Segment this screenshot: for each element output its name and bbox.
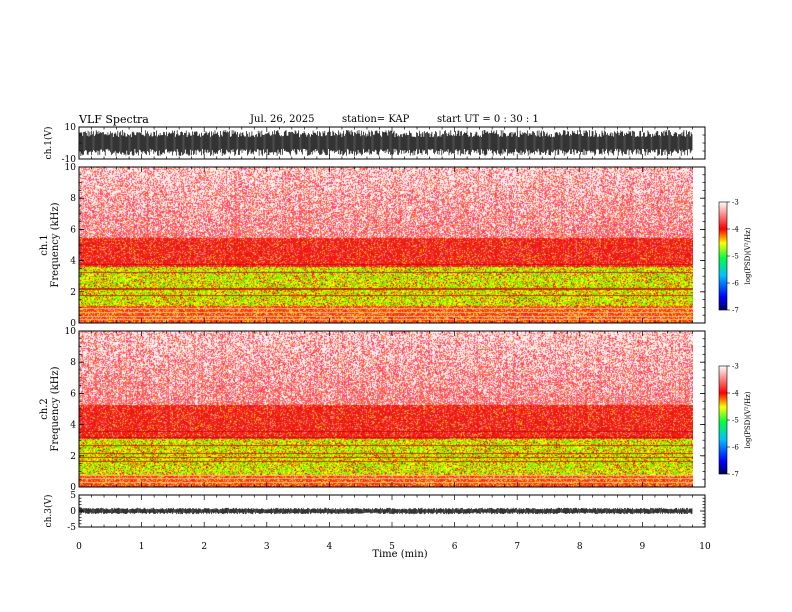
x-tick-label: 1	[139, 542, 145, 552]
ch1-colorbar-tick-label: -7	[732, 307, 739, 315]
ch2-frequency-label: Frequency (kHz)	[50, 366, 61, 451]
ch1-ytick-label: -10	[62, 155, 77, 165]
ch2-spec-ytick-label: 2	[70, 452, 76, 462]
ch3-trace-line	[79, 507, 693, 515]
ch1-spectrogram-image	[79, 167, 693, 323]
ch1-ylabel: ch.1(V)	[43, 127, 54, 160]
ch1-spec-ytick-label: 2	[70, 288, 76, 298]
ch2-colorbar: -3 -4 -5 -6 -7 log(PSD)(V²/Hz)	[718, 363, 752, 479]
ch2-colorbar-label: log(PSD)(V²/Hz)	[744, 391, 752, 448]
ch3-ytick-label: -5	[67, 523, 76, 533]
ch1-trace-line	[79, 130, 693, 156]
ch2-spec-ytick-label: 4	[70, 421, 76, 431]
ch1-spec-ytick-label: 6	[70, 225, 76, 235]
ch2-spec-ytick-label: 6	[70, 389, 76, 399]
x-axis-label: Time (min)	[372, 549, 427, 560]
ch1-colorbar-tick-label: -3	[732, 199, 739, 207]
ch2-spec-ytick-label: 8	[70, 358, 76, 368]
ch2-spec-axis-ticks: 0 2 4 6 8 10	[65, 327, 706, 493]
ch3-trace	[79, 507, 693, 515]
ch3-ytick-label: 0	[70, 507, 76, 517]
x-tick-label: 3	[264, 542, 270, 552]
ch2-colorbar-tick-label: -4	[732, 390, 739, 398]
ch2-colorbar-ticks: -3 -4 -5 -6 -7	[727, 363, 739, 479]
ch1-colorbar-ticks: -3 -4 -5 -6 -7	[727, 199, 739, 315]
figure-title: VLF Spectra	[79, 113, 149, 126]
ch1-axis-ticks: 10 -10	[62, 123, 706, 165]
ch1-spec-ytick-label: 10	[65, 163, 77, 173]
ch1-colorbar-label: log(PSD)(V²/Hz)	[744, 227, 752, 284]
ch3-ylabel: ch.3(V)	[43, 495, 54, 528]
ch2-spectrogram-image	[79, 331, 693, 487]
ch3-axis-ticks: 50-50 1 2 3 4 5 6 7 8 9 10	[67, 491, 711, 552]
ch1-colorbar-tick-label: -5	[732, 253, 739, 261]
ch2-spec-ytick-label: 0	[70, 483, 76, 493]
x-tick-label: 7	[514, 542, 520, 552]
ch2-channel-label: ch.2	[39, 398, 50, 420]
x-tick-label: 0	[76, 542, 82, 552]
ch1-colorbar-tick-label: -4	[732, 226, 739, 234]
ch1-trace	[79, 130, 693, 156]
x-tick-label: 5	[389, 542, 395, 552]
x-tick-label: 2	[201, 542, 207, 552]
ch1-waveform-panel: 10 -10 ch.1(V)	[43, 123, 706, 165]
ch1-spec-ytick-label: 8	[70, 194, 76, 204]
x-tick-label: 9	[640, 542, 646, 552]
x-tick-label: 10	[699, 542, 711, 552]
ch1-ytick-label: 10	[65, 123, 77, 133]
ch1-colorbar-tick-label: -6	[732, 280, 739, 288]
ch2-spec-ytick-label: 10	[65, 327, 77, 337]
ch3-ytick-label: 5	[70, 491, 76, 501]
x-tick-label: 4	[327, 542, 333, 552]
date-label: Jul. 26, 2025	[250, 114, 315, 125]
x-tick-label: 6	[452, 542, 458, 552]
ch2-colorbar-tick-label: -7	[732, 471, 739, 479]
ch1-frequency-label: Frequency (kHz)	[50, 202, 61, 287]
start-time-label: start UT = 0 : 30 : 1	[437, 114, 539, 125]
station-label: station= KAP	[342, 114, 410, 125]
ch1-colorbar: -3 -4 -5 -6 -7 log(PSD)(V²/Hz)	[718, 199, 752, 315]
ch1-channel-label: ch.1	[39, 234, 50, 256]
ch1-spectrogram-panel: 0 2 4 6 8 10 ch.1 Frequency (kHz)	[39, 163, 706, 329]
ch2-spectrogram-panel: 0 2 4 6 8 10 ch.2 Frequency (kHz)	[39, 327, 706, 493]
ch1-spec-axis-ticks: 0 2 4 6 8 10	[65, 163, 706, 329]
ch1-spec-ytick-label: 4	[70, 257, 76, 267]
x-tick-label: 8	[577, 542, 583, 552]
ch3-waveform-panel: 50-50 1 2 3 4 5 6 7 8 9 10 ch.3(V) Time (min)	[43, 491, 711, 560]
ch2-colorbar-tick-label: -5	[732, 417, 739, 425]
ch2-colorbar-tick-label: -3	[732, 363, 739, 371]
ch1-spec-ytick-label: 0	[70, 319, 76, 329]
ch2-colorbar-tick-label: -6	[732, 444, 739, 452]
